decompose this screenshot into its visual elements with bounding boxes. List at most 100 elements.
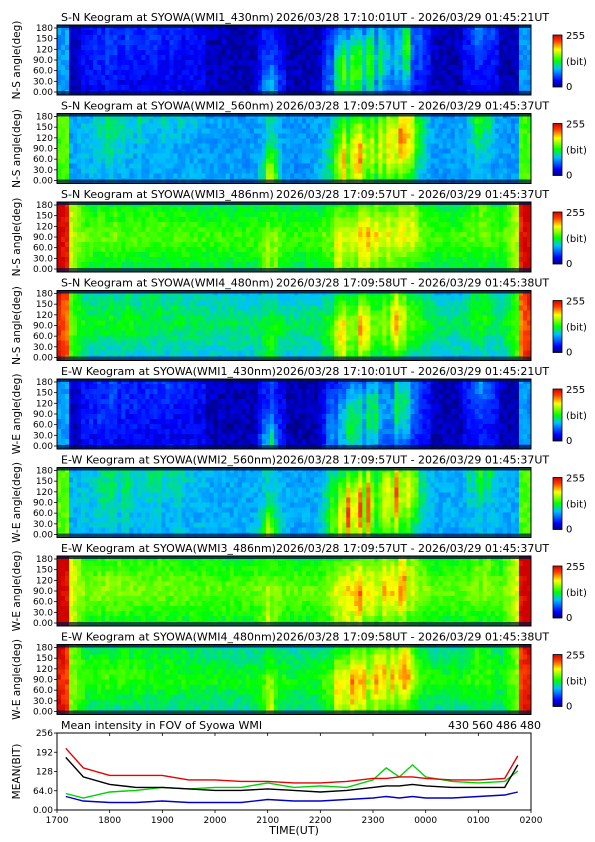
panel-time-range: 2026/03/28 17:09:58UT - 2026/03/29 01:45… (276, 631, 549, 644)
colorbar (552, 654, 563, 707)
colorbar (552, 477, 563, 530)
legend-entry-486: 486 (496, 719, 517, 732)
y-tick-label: 180 (36, 555, 53, 565)
legend-entry-480: 480 (520, 719, 541, 732)
y-tick-label: 180 (36, 290, 53, 300)
y-tick-label: 90.0 (33, 499, 53, 509)
panel-title: S-N Keogram at SYOWA(WMI2_560nm) (61, 100, 274, 113)
y-tick-label: 180 (36, 24, 53, 34)
y-axis-label: W-E angle(deg) (11, 639, 23, 720)
panel-time-range: 2026/03/28 17:09:57UT - 2026/03/29 01:45… (276, 100, 549, 113)
panel-title: E-W Keogram at SYOWA(WMI4_480nm) (61, 631, 276, 644)
y-tick-label: 150 (36, 477, 53, 487)
y-tick-label: 180 (36, 644, 53, 654)
x-tick-label: 0000 (414, 816, 437, 826)
x-tick-label: 2200 (309, 816, 332, 826)
x-tick-label: 2300 (362, 816, 385, 826)
colorbar-max-label: 255 (566, 385, 585, 396)
y-tick-label: 90.0 (33, 322, 53, 332)
keogram-panel-6: E-W Keogram at SYOWA(WMI2_560nm) 2026/03/… (11, 454, 587, 543)
y-tick-label: 120 (36, 222, 53, 232)
colorbar-unit-label: (bit) (566, 234, 587, 245)
y-tick-label: 60.0 (33, 421, 53, 431)
y-tick-label: 90.0 (33, 587, 53, 597)
y-axis-label: N-S angle(deg) (11, 21, 23, 100)
y-axis-label: W-E angle(deg) (11, 551, 23, 632)
colorbar-min-label: 0 (566, 82, 572, 93)
keogram-panel-2: S-N Keogram at SYOWA(WMI2_560nm) 2026/03/… (11, 100, 587, 188)
colorbar-unit-label: (bit) (566, 588, 587, 599)
y-tick-label: 120 (36, 311, 53, 321)
y-tick-label: 60.0 (33, 598, 53, 608)
x-tick-label: 1700 (46, 816, 69, 826)
y-tick-label: 0.00 (33, 619, 53, 629)
y-tick-label: 256 (36, 729, 53, 739)
y-tick-label: 192 (36, 748, 53, 758)
y-tick-label: 90.0 (33, 233, 53, 243)
y-axis-label: N-S angle(deg) (11, 286, 23, 365)
y-tick-label: 30.0 (33, 343, 53, 353)
y-tick-label: 30.0 (33, 697, 53, 707)
colorbar-max-label: 255 (566, 562, 585, 573)
y-tick-label: 60.0 (33, 244, 53, 254)
y-tick-label: 0.00 (33, 265, 53, 275)
y-tick-label: 0.00 (33, 177, 53, 187)
colorbar-min-label: 0 (566, 348, 572, 359)
x-axis-label: TIME(UT) (268, 824, 319, 837)
panel-title: S-N Keogram at SYOWA(WMI4_480nm) (61, 277, 274, 290)
panel-time-range: 2026/03/28 17:10:01UT - 2026/03/29 01:45… (276, 11, 549, 24)
y-tick-label: 60.0 (33, 67, 53, 77)
y-tick-label: 60.0 (33, 155, 53, 165)
colorbar-min-label: 0 (566, 613, 572, 624)
colorbar (552, 211, 563, 265)
series-line-480 (65, 756, 519, 793)
series-line-486 (65, 747, 519, 784)
colorbar-unit-label: (bit) (566, 411, 587, 422)
y-tick-label: 180 (36, 201, 53, 211)
y-tick-label: 0.00 (33, 354, 53, 364)
y-tick-label: 0.00 (33, 806, 53, 816)
colorbar (552, 388, 563, 442)
colorbar-max-label: 255 (566, 31, 585, 42)
y-tick-label: 0.00 (33, 531, 53, 541)
colorbar-min-label: 0 (566, 259, 572, 270)
colorbar-max-label: 255 (566, 297, 585, 308)
colorbar (552, 34, 563, 88)
y-tick-label: 120 (36, 488, 53, 498)
keogram-panel-7: E-W Keogram at SYOWA(WMI3_486nm) 2026/03/… (11, 542, 587, 631)
panel-time-range: 2026/03/28 17:09:57UT - 2026/03/29 01:45… (276, 188, 549, 201)
y-tick-label: 30.0 (33, 77, 53, 87)
colorbar (552, 123, 563, 176)
colorbar-min-label: 0 (566, 525, 572, 536)
keogram-panel-4: S-N Keogram at SYOWA(WMI4_480nm) 2026/03/… (11, 277, 587, 365)
x-tick-label: 1800 (98, 816, 121, 826)
y-tick-label: 120 (36, 134, 53, 144)
colorbar-unit-label: (bit) (566, 57, 587, 68)
y-tick-label: 128 (36, 768, 53, 778)
y-axis-label: W-E angle(deg) (11, 374, 23, 455)
y-tick-label: 120 (36, 665, 53, 675)
keogram-panels: S-N Keogram at SYOWA(WMI1_430nm) 2026/03/… (11, 11, 587, 720)
panel-title: E-W Keogram at SYOWA(WMI2_560nm) (61, 454, 276, 467)
panel-time-range: 2026/03/28 17:09:57UT - 2026/03/29 01:45… (276, 454, 549, 467)
y-tick-label: 90.0 (33, 676, 53, 686)
y-tick-label: 150 (36, 654, 53, 664)
colorbar-unit-label: (bit) (566, 323, 587, 334)
y-tick-label: 90.0 (33, 410, 53, 420)
keogram-panel-3: S-N Keogram at SYOWA(WMI3_486nm) 2026/03/… (11, 188, 587, 276)
colorbar-min-label: 0 (566, 171, 572, 182)
legend-entry-430: 430 (448, 719, 469, 732)
x-tick-label: 2100 (256, 816, 279, 826)
legend-entry-560: 560 (472, 719, 493, 732)
y-tick-label: 30.0 (33, 520, 53, 530)
y-tick-label: 60.0 (33, 509, 53, 519)
colorbar-min-label: 0 (566, 436, 572, 447)
keogram-panel-1: S-N Keogram at SYOWA(WMI1_430nm) 2026/03/… (11, 11, 587, 99)
y-tick-label: 150 (36, 300, 53, 310)
colorbar-unit-label: (bit) (566, 677, 587, 688)
y-tick-label: 90.0 (33, 145, 53, 155)
y-tick-label: 150 (36, 123, 53, 133)
y-tick-label: 0.00 (33, 708, 53, 718)
y-tick-label: 150 (36, 212, 53, 222)
